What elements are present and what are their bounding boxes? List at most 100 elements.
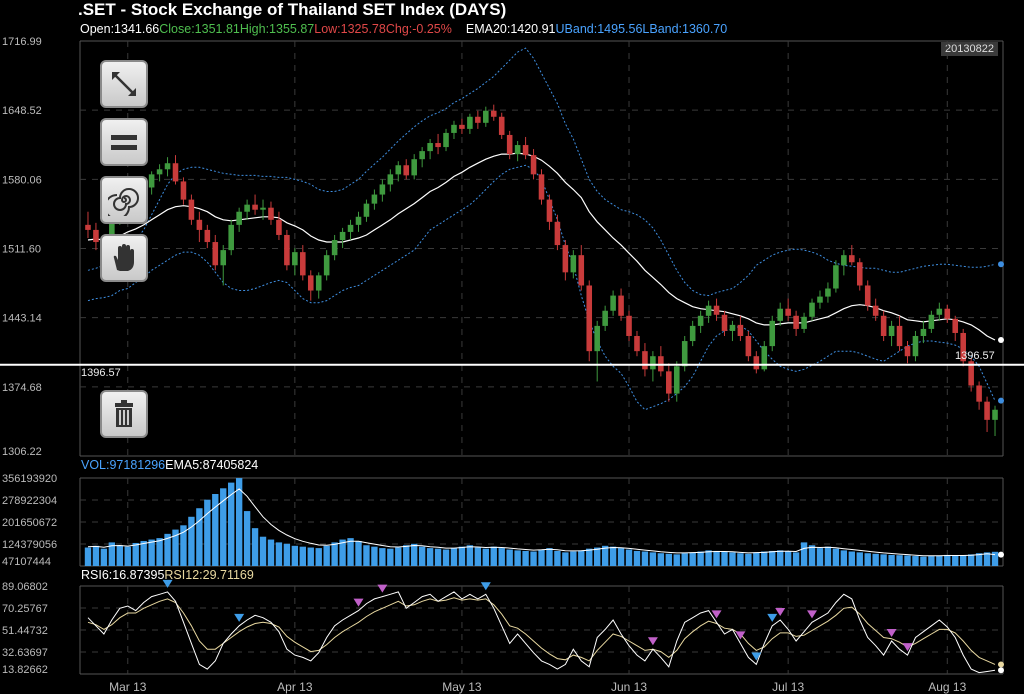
volume-bar — [864, 553, 871, 566]
candle-body — [801, 316, 807, 329]
candle-body — [888, 325, 895, 336]
candle-body — [403, 165, 410, 176]
candle-body — [252, 204, 258, 210]
volume-bar — [944, 554, 951, 566]
candle-body — [833, 265, 839, 289]
candle-body — [379, 184, 386, 195]
rsi-oversold-marker — [807, 610, 818, 619]
volume-bar — [800, 542, 808, 566]
volume-bar — [450, 548, 458, 566]
candle-body — [554, 221, 561, 246]
rsi-overbought-marker — [234, 613, 245, 622]
candle-body — [339, 231, 346, 241]
candle-body — [896, 325, 903, 347]
candle-body — [371, 194, 378, 204]
candle-body — [729, 324, 736, 331]
candle-body — [498, 116, 505, 135]
volume-bar — [546, 548, 553, 566]
volume-bar — [681, 553, 688, 566]
volume-bar — [291, 545, 299, 566]
candle-body — [697, 315, 704, 326]
chart-title: .SET - Stock Exchange of Thailand SET In… — [78, 0, 507, 19]
candle-body — [156, 169, 163, 175]
candle-body — [212, 242, 219, 266]
candle-body — [109, 219, 115, 238]
candle-body — [626, 315, 632, 336]
rsi-overbought-marker — [751, 652, 762, 661]
vol-value: VOL:97181296 — [81, 458, 166, 472]
volume-bar — [769, 550, 776, 566]
candle-body — [952, 318, 959, 333]
candle-body — [483, 110, 489, 123]
volume-bar — [403, 545, 410, 566]
volume-bar — [299, 546, 306, 566]
volume-bar — [498, 548, 505, 566]
high-value: High:1355.87 — [239, 22, 315, 36]
candle-body — [864, 285, 871, 306]
volume-bar — [832, 548, 840, 566]
volume-bar — [975, 553, 983, 566]
volume-bar — [220, 488, 227, 566]
candle-body — [777, 308, 783, 321]
ohlc-info-row: Open:1341.66Close:1351.81High:1355.87Low… — [80, 22, 727, 36]
volume-bar — [880, 554, 887, 566]
volume-bar — [108, 542, 116, 566]
candle-body — [737, 324, 744, 336]
candle-body — [427, 143, 433, 152]
candle-body — [936, 308, 943, 315]
volume-bar — [100, 548, 108, 566]
x-tick-label: Jun 13 — [611, 680, 647, 694]
volume-bar — [657, 553, 665, 566]
candle-body — [387, 174, 394, 185]
hline-left-label: 1396.57 — [81, 367, 121, 379]
y-tick-label: 32.63697 — [2, 647, 48, 659]
volume-bar — [172, 529, 179, 566]
candle-body — [220, 250, 227, 266]
rsi-oversold-marker — [647, 637, 658, 646]
candle-body — [562, 245, 569, 273]
candle-body — [944, 308, 951, 319]
line-tool-icon — [112, 72, 136, 96]
candle-body — [506, 134, 513, 155]
volume-bar — [379, 548, 386, 566]
candle-body — [148, 174, 155, 188]
volume-bar — [522, 550, 529, 566]
fibonacci-spiral-tool-button[interactable] — [100, 176, 148, 224]
volume-bar — [816, 548, 824, 566]
volume-bar — [84, 547, 92, 566]
uband-end-dot — [998, 261, 1004, 268]
volume-bar — [442, 549, 450, 566]
volume-bar — [506, 549, 513, 566]
volume-bar — [649, 552, 657, 566]
line-tool-button[interactable] — [100, 60, 148, 108]
rsi-overbought-marker — [162, 579, 173, 588]
candle-body — [634, 335, 640, 352]
volume-bar — [689, 552, 696, 566]
volume-bar — [315, 548, 322, 566]
delete-drawing-button[interactable] — [100, 390, 148, 438]
rsi-overbought-marker — [480, 582, 491, 591]
volume-bar — [474, 547, 482, 566]
candle-body — [490, 110, 497, 117]
rsi12-line — [87, 597, 996, 665]
y-tick-label: 201650672 — [2, 517, 57, 529]
hand-pan-tool-button[interactable] — [100, 234, 148, 282]
candle-body — [188, 199, 195, 220]
volume-bar — [665, 553, 672, 566]
volume-legend: VOL:97181296EMA5:87405824 — [81, 458, 258, 472]
candle-body — [459, 124, 465, 129]
y-tick-label: 1306.22 — [2, 446, 42, 458]
candle-body — [530, 155, 537, 175]
candle-body — [475, 116, 481, 123]
candle-body — [713, 305, 720, 315]
parallel-line-tool-button[interactable] — [100, 118, 148, 166]
lband-end-dot — [998, 397, 1004, 404]
volume-bar — [331, 542, 338, 566]
candle-body — [164, 163, 171, 170]
volume-bar — [713, 550, 720, 566]
candle-body — [610, 295, 616, 311]
y-tick-label: 356193920 — [2, 473, 57, 485]
volume-bar — [148, 539, 155, 566]
volume-bar — [283, 543, 291, 566]
